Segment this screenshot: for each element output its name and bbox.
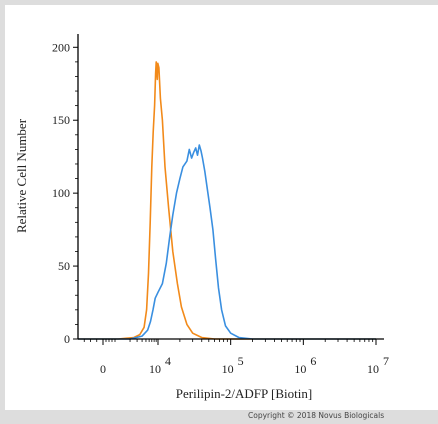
y-tick-label-150: 150 xyxy=(52,113,70,127)
y-tick-label-200: 200 xyxy=(52,40,70,54)
axes-layer: 0 50 100 150 200 0 10 4 10 5 10 6 10 7 xyxy=(52,34,389,376)
frame-border-bottom xyxy=(0,410,438,424)
x-tick-exponent-4: 4 xyxy=(165,354,171,368)
y-axis-title: Relative Cell Number xyxy=(14,118,29,233)
y-tick-label-0: 0 xyxy=(64,332,70,346)
x-tick-exponent-5: 5 xyxy=(238,354,244,368)
x-tick-label-106: 10 xyxy=(294,362,306,376)
frame-border-top xyxy=(0,0,438,5)
y-tick-label-100: 100 xyxy=(52,186,70,200)
series-line-1 xyxy=(78,61,376,340)
frame-border-left xyxy=(0,0,5,424)
x-tick-exponent-6: 6 xyxy=(310,354,316,368)
series-line-2 xyxy=(78,144,376,340)
x-tick-label-105: 10 xyxy=(222,362,234,376)
x-tick-label-107: 10 xyxy=(367,362,379,376)
x-tick-label-0: 0 xyxy=(100,362,106,376)
x-tick-label-104: 10 xyxy=(149,362,161,376)
copyright-notice: Copyright © 2018 Novus Biologicals xyxy=(248,411,385,420)
y-tick-label-50: 50 xyxy=(58,259,70,273)
x-tick-exponent-7: 7 xyxy=(383,354,389,368)
plot-layer xyxy=(78,61,376,340)
x-axis-title: Perilipin-2/ADFP [Biotin] xyxy=(176,386,312,401)
